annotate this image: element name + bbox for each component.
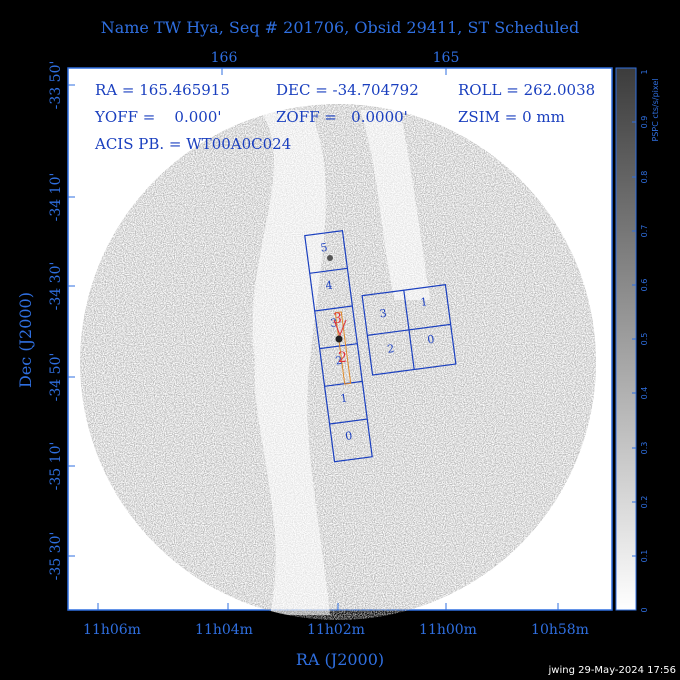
colorbar-tick-7: 0.7 xyxy=(640,225,649,238)
footer-timestamp: jwing 29-May-2024 17:56 xyxy=(548,665,677,676)
plot-title: Name TW Hya, Seq # 201706, Obsid 29411, … xyxy=(100,18,580,37)
yoff-readout: YOFF = 0.000' xyxy=(94,108,222,126)
strip-chip-4: 4 xyxy=(325,278,334,292)
acis-readout: ACIS PB. = WT00A0C024 xyxy=(94,135,291,153)
colorbar-label: PSPC cts/s/pixel xyxy=(651,78,660,141)
zsim-readout: ZSIM = 0 mm xyxy=(458,108,565,126)
square-chip-3: 3 xyxy=(379,307,388,321)
colorbar-tick-10: 1 xyxy=(640,69,649,74)
square-chip-1: 1 xyxy=(420,295,429,309)
ra-readout: RA = 165.465915 xyxy=(95,81,230,99)
left-tick-3: -34 50' xyxy=(48,353,64,402)
strip-chip-0: 0 xyxy=(344,429,353,443)
square-chip-0: 0 xyxy=(427,333,436,347)
top-tick-165: 165 xyxy=(433,50,460,66)
strip-chip-1: 1 xyxy=(340,392,349,406)
left-tick-2: -34 30' xyxy=(48,262,64,311)
strip-chip-3: 3 xyxy=(330,316,339,330)
colorbar-tick-0: 0 xyxy=(640,607,649,612)
x-axis-label: RA (J2000) xyxy=(296,650,384,669)
top-tick-166: 166 xyxy=(211,50,238,66)
left-tick-4: -35 10' xyxy=(48,442,64,491)
y-axis-label: Dec (J2000) xyxy=(16,292,35,388)
acis-chip-strip xyxy=(304,229,373,463)
dec-readout: DEC = -34.704792 xyxy=(276,81,419,99)
left-tick-1: -34 10' xyxy=(48,173,64,222)
colorbar-tick-2: 0.2 xyxy=(640,496,649,509)
roll-readout: ROLL = 262.0038 xyxy=(458,81,595,99)
colorbar-tick-1: 0.1 xyxy=(640,550,649,563)
colorbar-tick-3: 0.3 xyxy=(640,442,649,455)
strip-chip-5: 5 xyxy=(320,241,329,255)
colorbar-tick-4: 0.4 xyxy=(640,387,649,400)
bottom-tick-4: 10h58m xyxy=(531,622,589,638)
left-tick-0: -33 50' xyxy=(48,61,64,110)
colorbar-tick-8: 0.8 xyxy=(640,171,649,184)
colorbar-tick-6: 0.6 xyxy=(640,279,649,292)
hrc-label-3: 3 xyxy=(333,311,342,327)
exposure-disk xyxy=(80,104,596,620)
target-overlay xyxy=(327,255,352,385)
acis-chip-square xyxy=(361,284,457,376)
bottom-tick-3: 11h00m xyxy=(419,622,477,638)
square-chip-2: 2 xyxy=(387,342,396,356)
colorbar-tick-5: 0.5 xyxy=(640,333,649,346)
bottom-tick-2: 11h02m xyxy=(307,622,365,638)
target-marker xyxy=(335,335,343,343)
colorbar-tick-9: 0.9 xyxy=(640,116,649,129)
strip-chip-2: 2 xyxy=(335,354,344,368)
zoff-readout: ZOFF = 0.0000' xyxy=(276,108,408,126)
bottom-tick-0: 11h06m xyxy=(83,622,141,638)
hrc-label-2: 2 xyxy=(338,350,347,366)
bottom-tick-1: 11h04m xyxy=(195,622,253,638)
left-tick-5: -35 30' xyxy=(48,532,64,581)
